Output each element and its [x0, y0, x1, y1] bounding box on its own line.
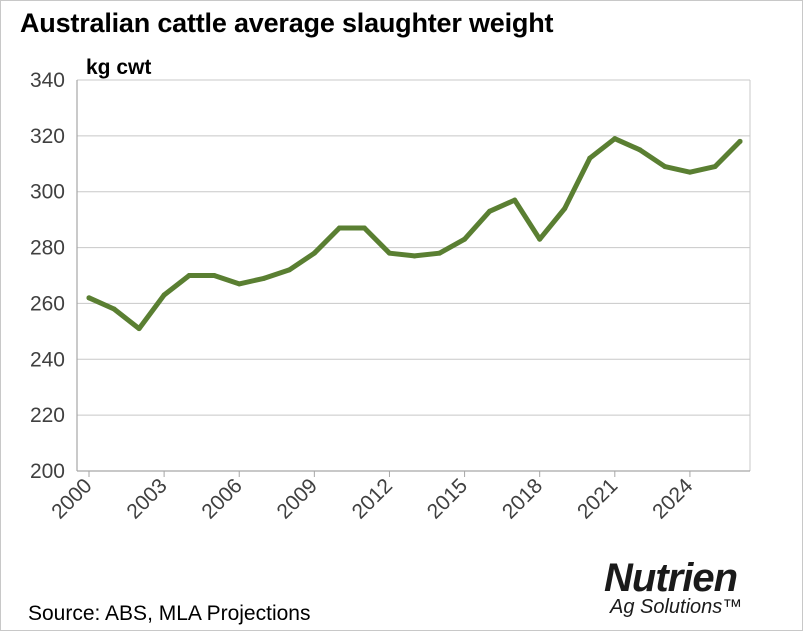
y-axis-unit-label: kg cwt — [86, 56, 151, 79]
y-tick-label-200: 200 — [30, 460, 65, 483]
series-layer — [86, 136, 743, 332]
data-point-2010 — [336, 225, 342, 231]
source-note: Source: ABS, MLA Projections — [28, 602, 311, 625]
data-point-2014 — [437, 250, 443, 256]
data-point-2007 — [261, 275, 267, 281]
data-point-2020 — [587, 155, 593, 161]
data-point-2026 — [737, 138, 743, 144]
x-tick-label-2024: 2024 — [648, 474, 698, 524]
nutrien-logo: Nutrien Ag Solutions™ — [604, 556, 784, 626]
data-point-2009 — [311, 250, 317, 256]
y-tick-label-300: 300 — [30, 181, 65, 204]
data-point-2006 — [236, 281, 242, 287]
gridlines — [77, 79, 751, 471]
x-tick-label-2015: 2015 — [423, 474, 472, 523]
data-point-2005 — [211, 273, 217, 278]
data-point-2000 — [86, 295, 92, 301]
data-point-2012 — [386, 250, 392, 256]
data-point-2003 — [161, 292, 167, 298]
y-tick-label-320: 320 — [30, 125, 65, 148]
data-point-2025 — [712, 164, 718, 170]
data-point-2004 — [186, 273, 192, 278]
x-axis-ticks: 2000 2003 2006 2009 2012 2015 2018 2021 2024 — [47, 471, 698, 524]
y-tick-label-240: 240 — [30, 348, 65, 371]
data-point-2021 — [612, 136, 618, 142]
logo-tagline: Ag Solutions™ — [610, 596, 743, 618]
y-tick-label-260: 260 — [30, 292, 65, 315]
y-tick-label-220: 220 — [30, 404, 65, 427]
chart-title: Australian cattle average slaughter weig… — [20, 8, 554, 38]
data-point-2008 — [286, 267, 292, 273]
data-point-2002 — [136, 326, 142, 332]
series-line-0 — [86, 136, 743, 332]
data-point-2017 — [512, 197, 518, 203]
x-axis — [76, 80, 750, 472]
data-point-2019 — [562, 205, 568, 211]
logo-wordmark: Nutrien — [604, 556, 738, 600]
data-point-2018 — [537, 236, 543, 242]
data-point-2013 — [412, 253, 417, 259]
data-point-2024 — [687, 169, 693, 175]
x-tick-label-2012: 2012 — [348, 474, 397, 523]
y-tick-label-280: 280 — [30, 237, 65, 260]
x-tick-label-2003: 2003 — [122, 474, 171, 523]
data-point-2011 — [361, 225, 367, 231]
data-point-2022 — [637, 147, 643, 153]
x-tick-label-2006: 2006 — [197, 474, 246, 523]
data-point-2023 — [662, 164, 668, 170]
y-tick-label-340: 340 — [30, 69, 65, 92]
x-tick-label-2018: 2018 — [498, 474, 547, 523]
data-point-2016 — [487, 208, 493, 214]
data-point-2001 — [111, 306, 117, 312]
data-point-2015 — [462, 236, 468, 242]
y-axis-ticks: 200 220 240 260 280 300 320 340 — [30, 69, 65, 483]
x-tick-label-2009: 2009 — [273, 474, 322, 523]
x-tick-label-2021: 2021 — [573, 474, 622, 523]
